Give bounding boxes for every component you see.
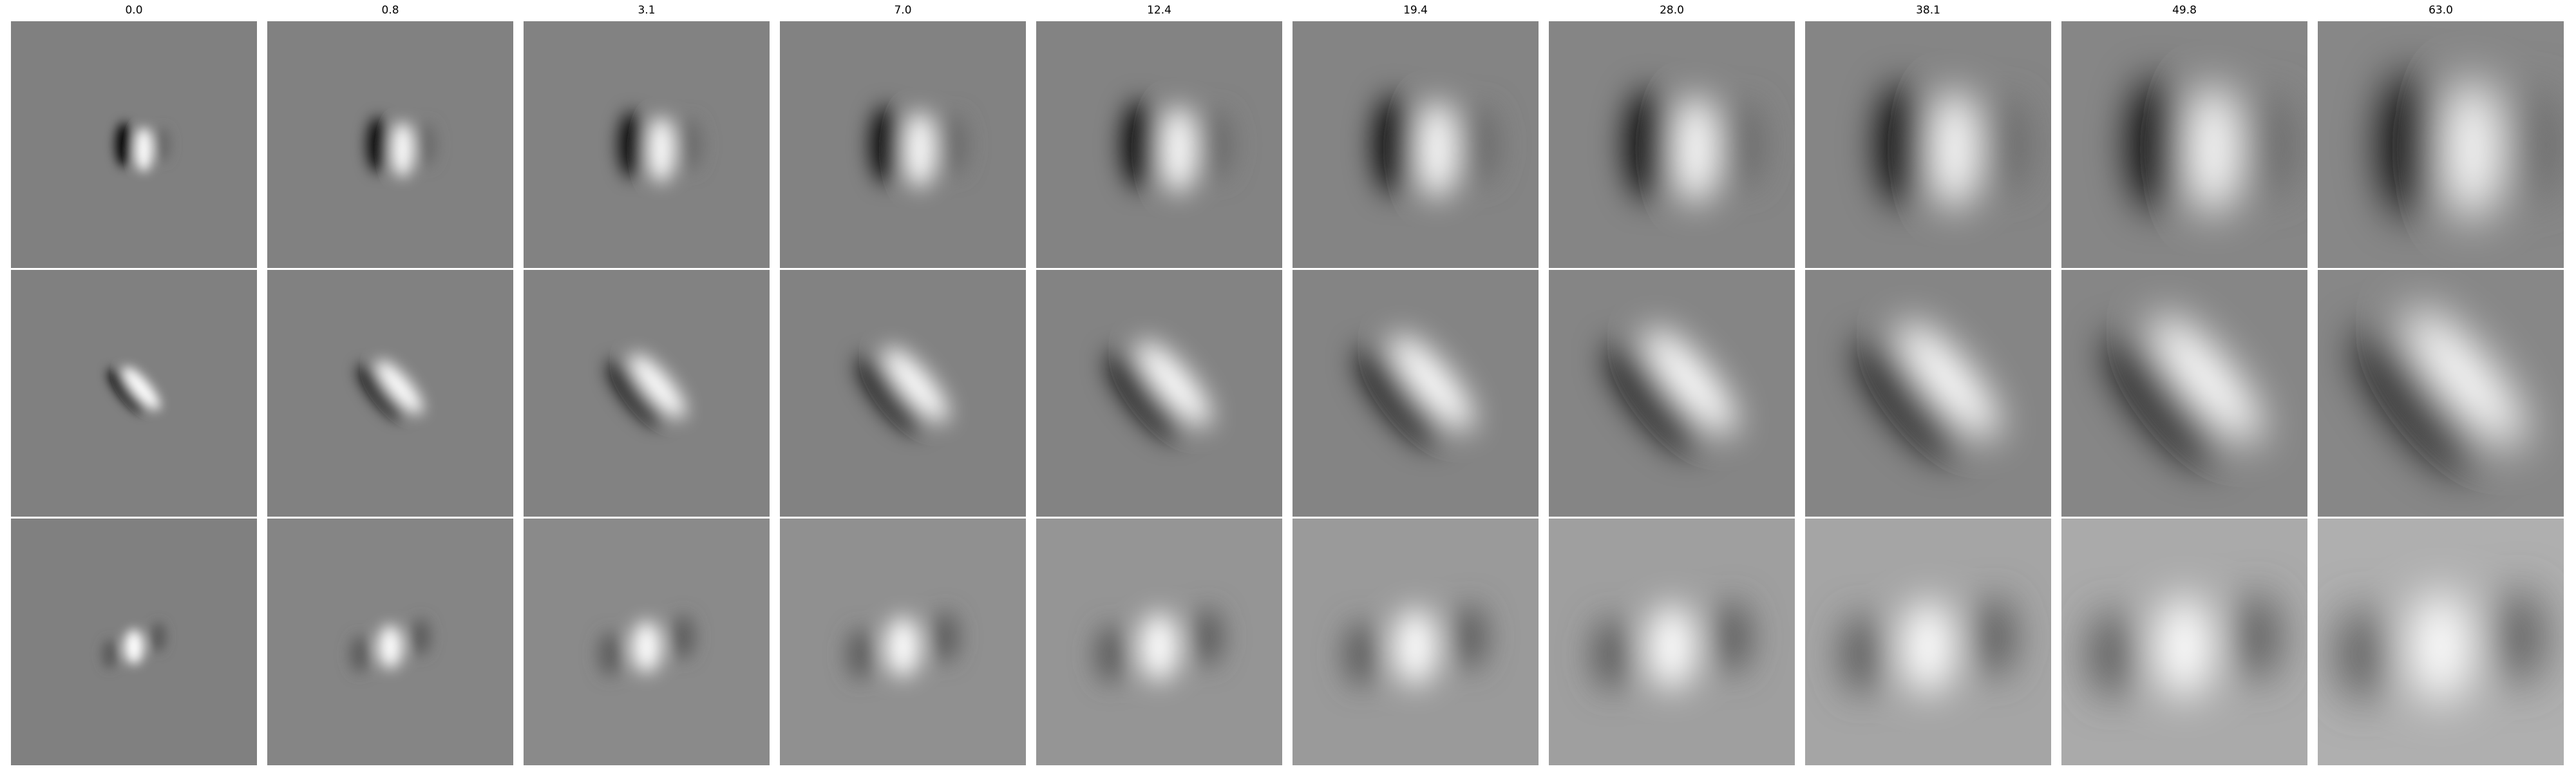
filter-tile — [524, 21, 770, 268]
filter-tile — [1293, 270, 1539, 517]
column-label: 7.0 — [894, 4, 912, 17]
column-label: 0.8 — [381, 4, 399, 17]
filter-tile — [1549, 519, 1795, 765]
filter-tile — [267, 270, 513, 517]
filter-tile — [1036, 519, 1282, 765]
column-label: 49.8 — [2172, 4, 2197, 17]
column-label: 63.0 — [2429, 4, 2453, 17]
filter-tile — [1036, 270, 1282, 517]
filter-tile — [2318, 21, 2564, 268]
filter-tile — [2061, 519, 2307, 765]
filter-tile — [2318, 270, 2564, 517]
filter-tile — [1805, 270, 2051, 517]
filter-tile — [2061, 21, 2307, 268]
filter-tile — [524, 270, 770, 517]
column-label: 28.0 — [1660, 4, 1684, 17]
filter-tile — [780, 270, 1026, 517]
filter-tile — [267, 519, 513, 765]
filter-tile — [1549, 270, 1795, 517]
filter-tile — [1805, 21, 2051, 268]
column-label: 12.4 — [1147, 4, 1171, 17]
filter-tile — [1036, 21, 1282, 268]
column-label: 38.1 — [1916, 4, 1940, 17]
column-label: 3.1 — [638, 4, 656, 17]
filter-tile — [267, 21, 513, 268]
filter-tile — [780, 519, 1026, 765]
filter-tile — [11, 21, 257, 268]
filter-tile — [524, 519, 770, 765]
column-label: 0.0 — [125, 4, 143, 17]
column-label: 19.4 — [1403, 4, 1428, 17]
filter-tile — [1293, 519, 1539, 765]
filter-tile — [1293, 21, 1539, 268]
filter-tile — [1549, 21, 1795, 268]
filter-tile — [2061, 270, 2307, 517]
filter-tile — [11, 270, 257, 517]
filter-tile — [11, 519, 257, 765]
filter-tile — [1805, 519, 2051, 765]
filter-tile — [780, 21, 1026, 268]
filter-tile — [2318, 519, 2564, 765]
